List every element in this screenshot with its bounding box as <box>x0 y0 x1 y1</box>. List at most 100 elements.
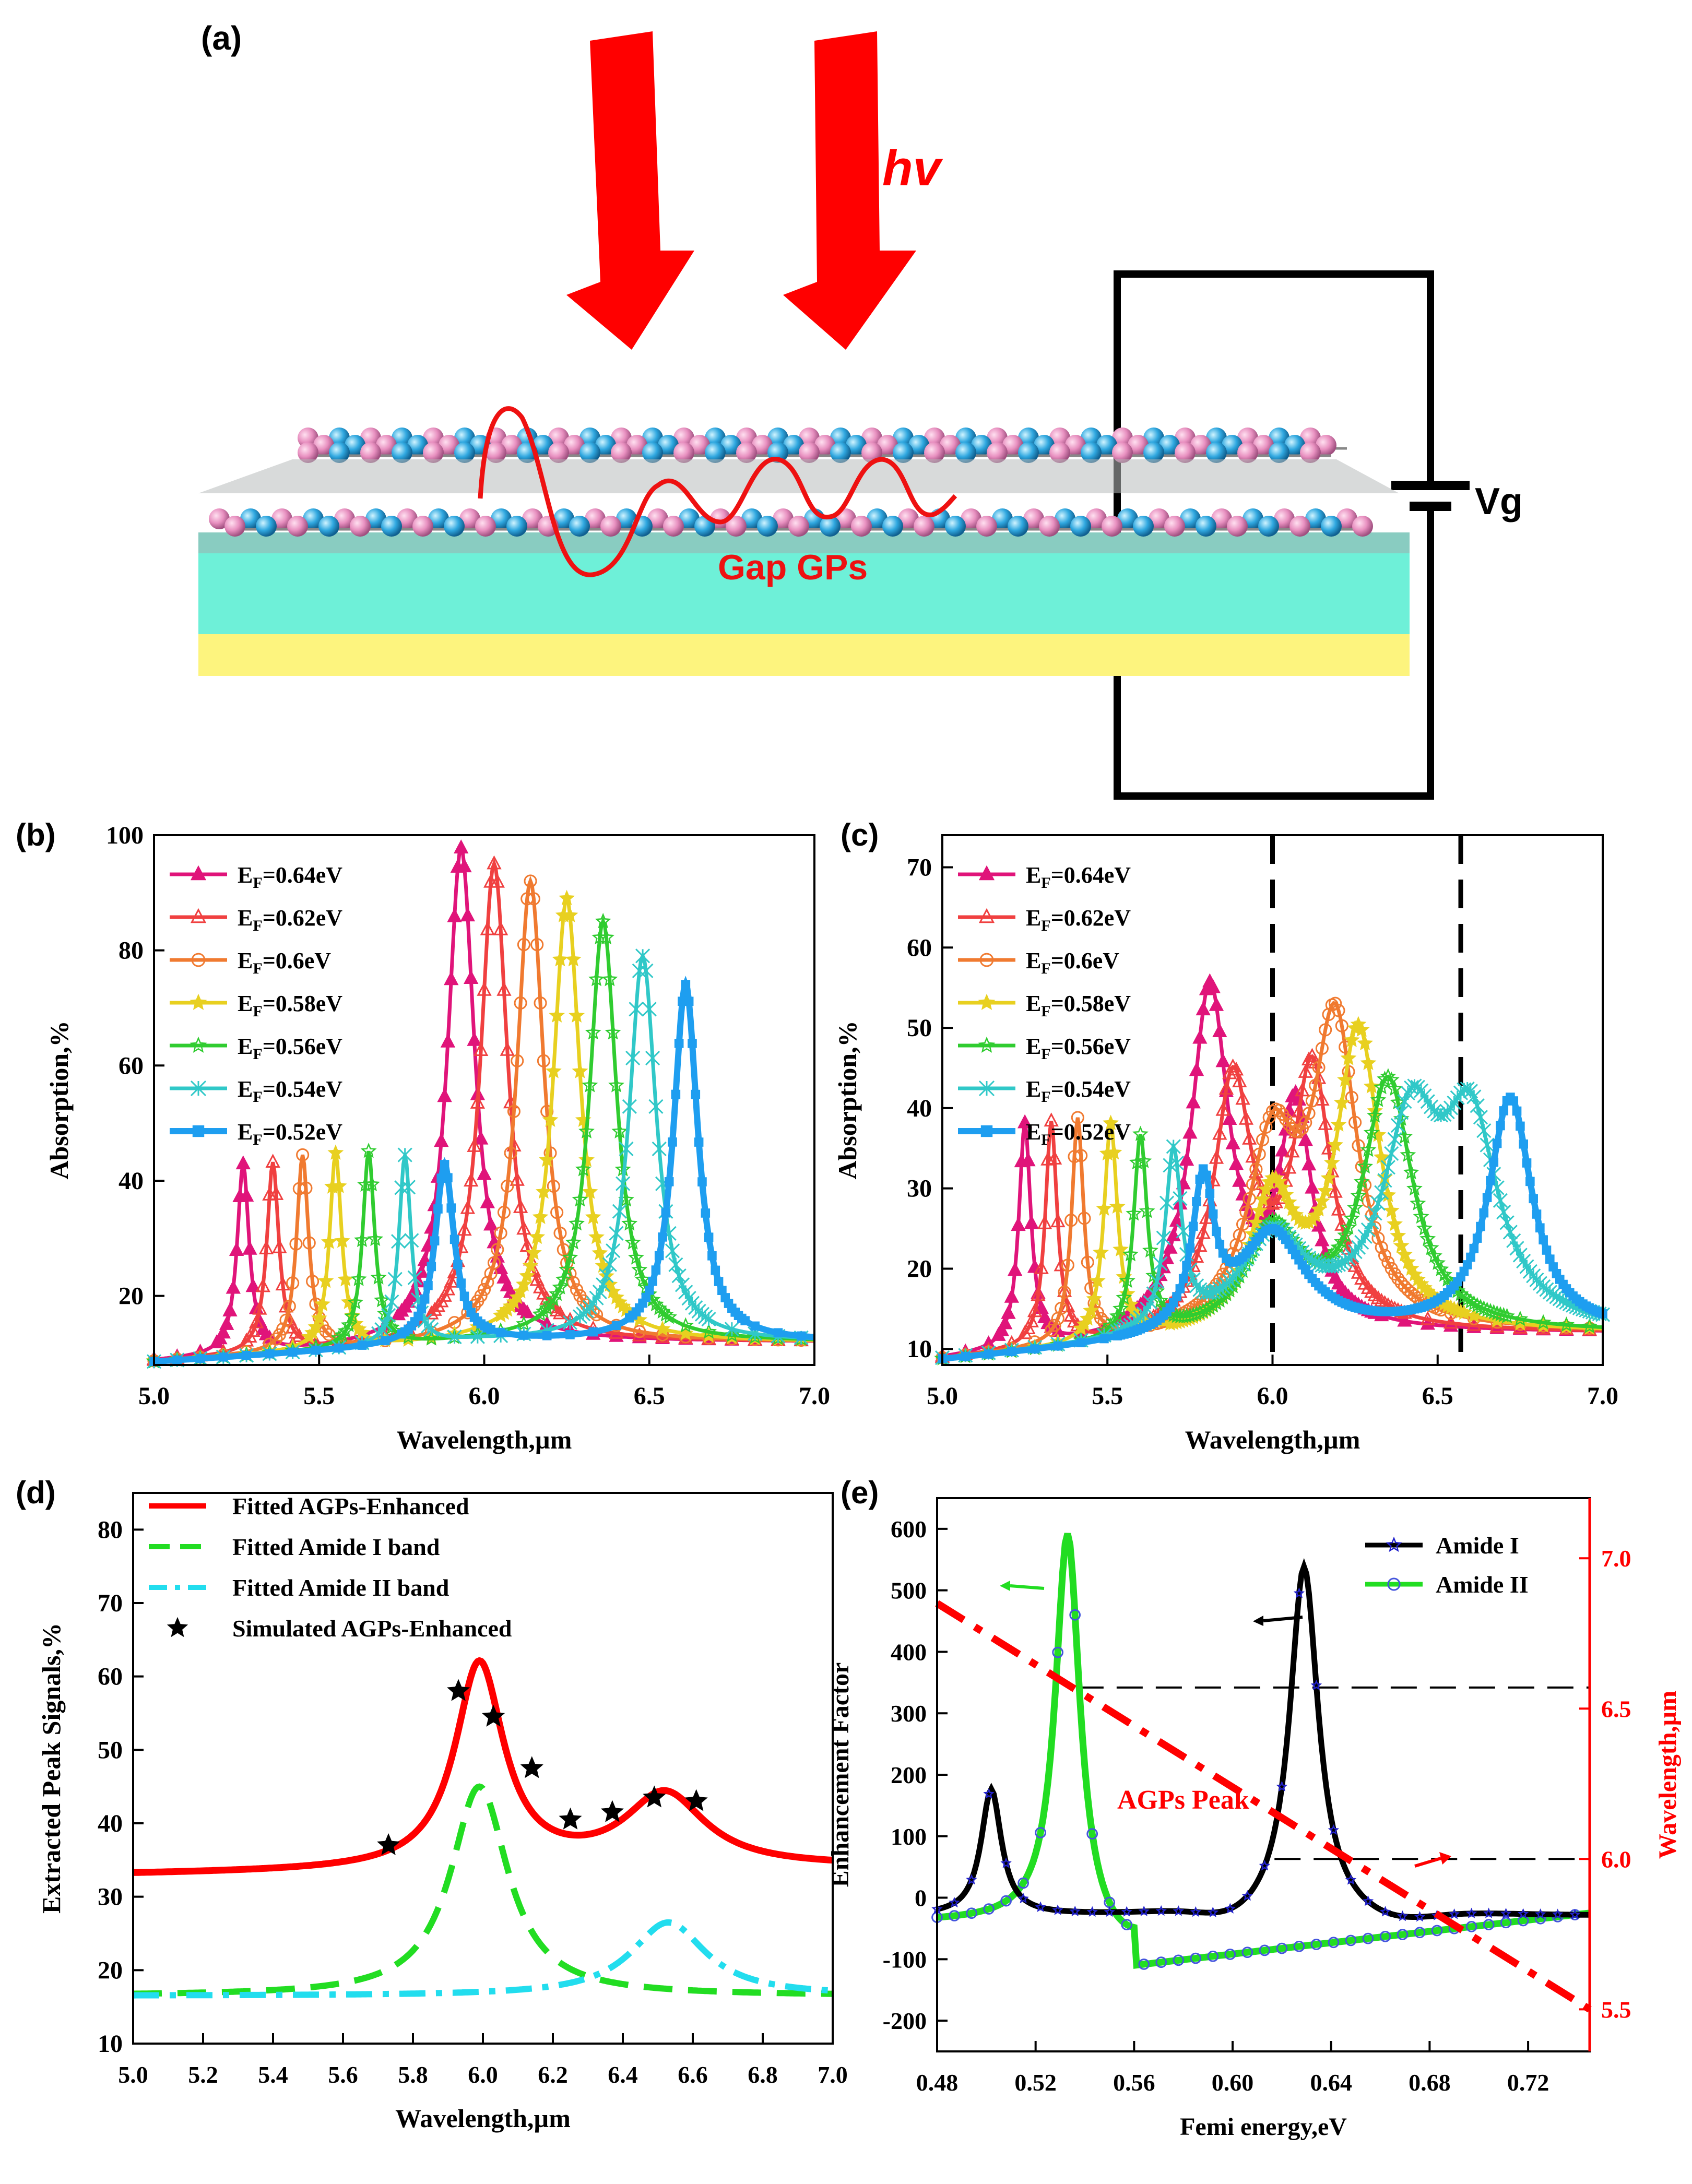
carbon-atom <box>799 442 820 463</box>
data-marker <box>527 892 540 906</box>
data-marker <box>966 1907 977 1919</box>
x-tick-label: 0.56 <box>1113 2069 1155 2096</box>
data-marker <box>190 908 207 923</box>
data-marker <box>242 1240 257 1255</box>
data-marker <box>507 1105 520 1118</box>
circuit-wire-top <box>1114 270 1434 532</box>
data-marker <box>1242 1130 1257 1145</box>
carbon-atom <box>1243 508 1263 529</box>
carbon-atom <box>616 508 637 529</box>
data-marker <box>1397 1312 1412 1327</box>
data-marker <box>641 1292 651 1302</box>
data-marker <box>1116 1289 1132 1305</box>
data-marker <box>1017 1114 1033 1129</box>
y-tick-label: 600 <box>891 1516 927 1542</box>
data-marker <box>1480 1137 1495 1153</box>
legend-label-value: =0.6eV <box>1051 948 1120 974</box>
data-marker <box>983 1903 995 1915</box>
data-marker <box>724 1322 739 1337</box>
data-marker <box>1419 1230 1436 1246</box>
data-marker <box>449 1235 459 1244</box>
data-marker <box>1535 1223 1545 1233</box>
data-marker <box>1054 1257 1069 1272</box>
data-marker <box>272 1239 287 1253</box>
axis-pointer-arrow <box>1414 1857 1441 1868</box>
data-marker <box>337 1271 354 1287</box>
data-marker <box>1315 1091 1330 1106</box>
series-line-2 <box>133 1783 833 1997</box>
data-marker <box>514 996 527 1010</box>
data-marker <box>1086 1828 1098 1839</box>
data-marker <box>424 1305 439 1320</box>
carbon-atom <box>1164 516 1185 537</box>
data-marker <box>1153 1256 1168 1271</box>
data-marker <box>651 1300 668 1315</box>
legend-label: EF=0.56eV <box>238 1034 342 1063</box>
x-tick-label: 5.8 <box>398 2061 428 2088</box>
data-marker <box>552 1279 569 1295</box>
data-marker <box>1182 1261 1191 1270</box>
carbon-atom <box>773 508 794 529</box>
data-marker <box>367 1230 384 1247</box>
data-marker <box>1298 1132 1313 1146</box>
carbon-atom <box>1211 508 1232 529</box>
legend-label-value: =0.58eV <box>1051 991 1131 1016</box>
data-marker <box>1448 1908 1460 1919</box>
data-marker <box>633 1325 646 1338</box>
data-marker <box>314 1296 331 1311</box>
carbon-atom <box>329 442 350 463</box>
data-marker <box>1350 1187 1367 1203</box>
data-marker <box>1363 1078 1380 1094</box>
data-marker <box>487 855 502 870</box>
data-marker <box>1374 1185 1389 1200</box>
data-marker <box>1293 1940 1305 1952</box>
data-marker <box>1285 1122 1299 1136</box>
data-marker <box>585 1208 601 1225</box>
data-marker <box>447 1679 470 1701</box>
data-marker <box>629 1002 644 1017</box>
carbon-atom <box>397 508 418 529</box>
data-marker <box>322 1328 336 1342</box>
y-tick-label: 0 <box>915 1885 927 1912</box>
data-marker <box>1252 1176 1267 1190</box>
carbon-atom <box>392 442 412 463</box>
data-marker <box>1175 1284 1185 1293</box>
data-marker <box>1212 1023 1227 1037</box>
carbon-atom <box>961 508 981 529</box>
data-marker <box>1516 1121 1525 1131</box>
data-marker <box>1569 1908 1581 1920</box>
y-tick-label: 500 <box>891 1577 927 1604</box>
data-marker <box>542 1111 559 1127</box>
carbon-atom <box>376 435 397 456</box>
data-marker <box>477 1166 492 1180</box>
data-marker <box>467 1138 482 1152</box>
data-marker <box>1465 1907 1477 1918</box>
data-marker <box>1259 1944 1271 1956</box>
data-marker <box>1109 1198 1126 1214</box>
data-marker <box>340 1316 357 1333</box>
data-marker <box>1149 1283 1165 1298</box>
data-marker <box>1532 1209 1542 1219</box>
data-marker <box>1367 1107 1383 1123</box>
legend-label-e: E <box>238 991 253 1016</box>
y-right-tick-label: 7.0 <box>1601 1545 1631 1572</box>
panel-b-chart: (b) 5.0 5.5 6.0 6.5 7.0 20 40 60 80 100 Wavelength,… <box>16 817 830 1454</box>
data-marker <box>545 1291 562 1307</box>
data-marker <box>1103 1114 1119 1131</box>
data-marker <box>714 1277 724 1286</box>
data-marker <box>1138 1905 1150 1916</box>
data-marker <box>1337 1227 1354 1242</box>
carbon-atom <box>1086 508 1107 529</box>
vg-label: Vg <box>1475 481 1523 523</box>
data-marker <box>572 1063 588 1078</box>
data-marker <box>1096 1200 1113 1216</box>
y-tick-label: 50 <box>907 1014 932 1042</box>
data-marker <box>1343 1210 1360 1226</box>
x-tick-label: 6.0 <box>468 2061 498 2088</box>
data-marker <box>1310 1679 1322 1691</box>
data-marker <box>520 1756 543 1778</box>
y-tick-label: -100 <box>883 1946 927 1973</box>
data-marker <box>565 1330 575 1339</box>
carbon-atom <box>454 428 475 448</box>
data-marker <box>520 892 534 906</box>
